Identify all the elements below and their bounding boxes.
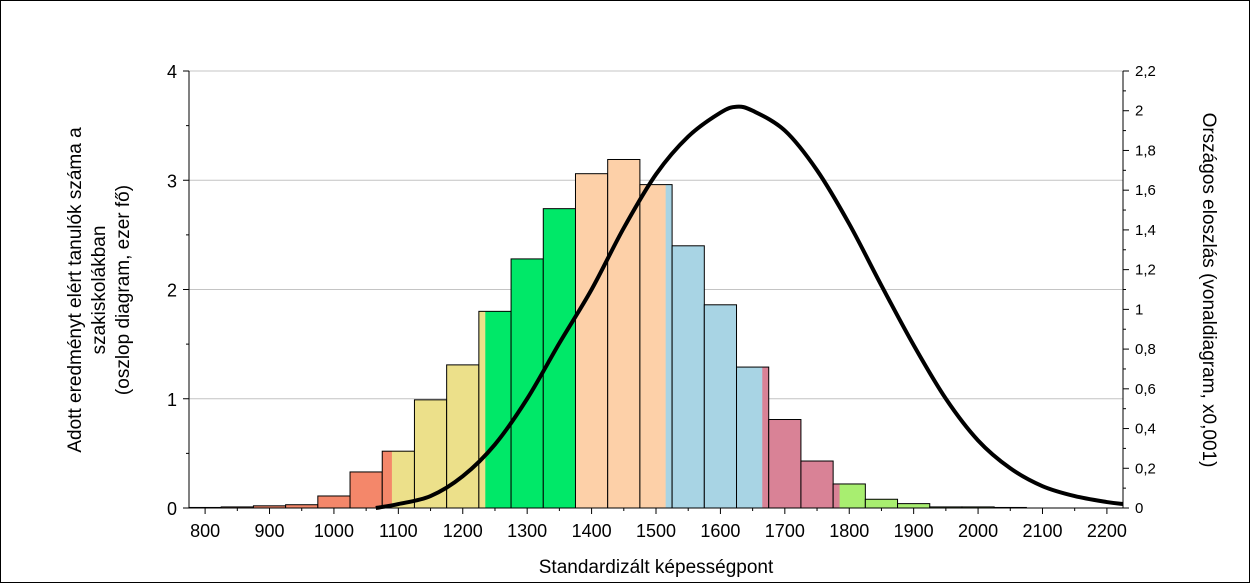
bar-band xyxy=(833,483,840,508)
x-tick-label: 2200 xyxy=(1087,521,1127,541)
bar xyxy=(221,506,254,508)
bar xyxy=(897,503,930,508)
y2-tick-label: 2,2 xyxy=(1135,63,1156,80)
bar-band xyxy=(665,184,673,508)
bar xyxy=(929,506,962,508)
y2-tick-label: 0,8 xyxy=(1135,341,1156,358)
bar xyxy=(285,504,318,508)
bar xyxy=(961,506,995,508)
bar xyxy=(253,505,286,508)
x-axis-title: Standardizált képességpont xyxy=(539,557,774,578)
bar xyxy=(704,304,737,508)
y2-axis-title: Országos eloszlás (vonaldiagram, x0,001) xyxy=(1198,113,1219,468)
bar xyxy=(607,159,640,508)
x-tick-label: 2000 xyxy=(958,521,998,541)
y2-tick-label: 0 xyxy=(1135,500,1143,517)
y2-tick-label: 0,2 xyxy=(1135,460,1156,477)
y-tick-label: 1 xyxy=(167,390,177,410)
x-tick-label: 1000 xyxy=(314,521,354,541)
bar xyxy=(350,471,383,508)
bar xyxy=(672,245,705,509)
x-tick-label: 1500 xyxy=(636,521,676,541)
x-tick-label: 1900 xyxy=(894,521,934,541)
bar xyxy=(800,461,834,508)
y-axis-title-line-3: (oszlop diagram, ezer fő) xyxy=(113,185,134,395)
bar-band xyxy=(762,367,769,508)
y2-tick-label: 1,2 xyxy=(1135,262,1156,279)
y2-tick-label: 1,6 xyxy=(1135,182,1156,199)
y-axis-title-line-1: Adott eredményt elért tanulók száma a xyxy=(65,127,86,453)
y2-tick-label: 1,4 xyxy=(1135,222,1156,239)
x-tick-label: 1700 xyxy=(765,521,805,541)
y2-tick-label: 1 xyxy=(1135,301,1143,318)
y2-tick-label: 1,8 xyxy=(1135,142,1156,159)
y2-tick-label: 0,6 xyxy=(1135,381,1156,398)
x-tick-label: 1600 xyxy=(700,521,740,541)
x-tick-label: 1400 xyxy=(572,521,612,541)
bars xyxy=(188,158,1027,509)
bar xyxy=(575,173,608,508)
distribution-line xyxy=(375,104,1124,510)
y-axis-title-line-2: szakiskolákban xyxy=(89,226,110,355)
x-tick-label: 800 xyxy=(190,521,220,541)
y-tick-label: 0 xyxy=(167,499,177,519)
y-tick-label: 4 xyxy=(167,62,177,82)
x-tick-label: 2100 xyxy=(1022,521,1062,541)
distribution-curve xyxy=(375,104,1124,510)
axes xyxy=(183,70,1129,514)
x-tick-label: 1800 xyxy=(829,521,869,541)
y-tick-label: 3 xyxy=(167,171,177,191)
bar xyxy=(768,419,801,508)
y-axis-title: Adott eredményt elért tanulók száma a sz… xyxy=(65,127,134,453)
x-tick-label: 1100 xyxy=(379,521,418,541)
bar xyxy=(865,499,898,508)
bar xyxy=(543,208,576,508)
bar-band xyxy=(478,311,486,508)
y-tick-label: 2 xyxy=(167,281,177,301)
y2-tick-label: 0,4 xyxy=(1135,421,1156,438)
tick-labels: 0 1 2 3 4 0 0,2 0,4 0,6 0,8 1 1,2 1,4 1,6 1,8 2 2,2 800 90… xyxy=(167,62,1156,541)
x-tick-label: 900 xyxy=(254,521,284,541)
bar-band xyxy=(382,451,392,508)
y2-tick-label: 2 xyxy=(1135,103,1143,120)
x-tick-label: 1200 xyxy=(443,521,483,541)
x-tick-label: 1300 xyxy=(507,521,547,541)
bar xyxy=(317,495,351,508)
